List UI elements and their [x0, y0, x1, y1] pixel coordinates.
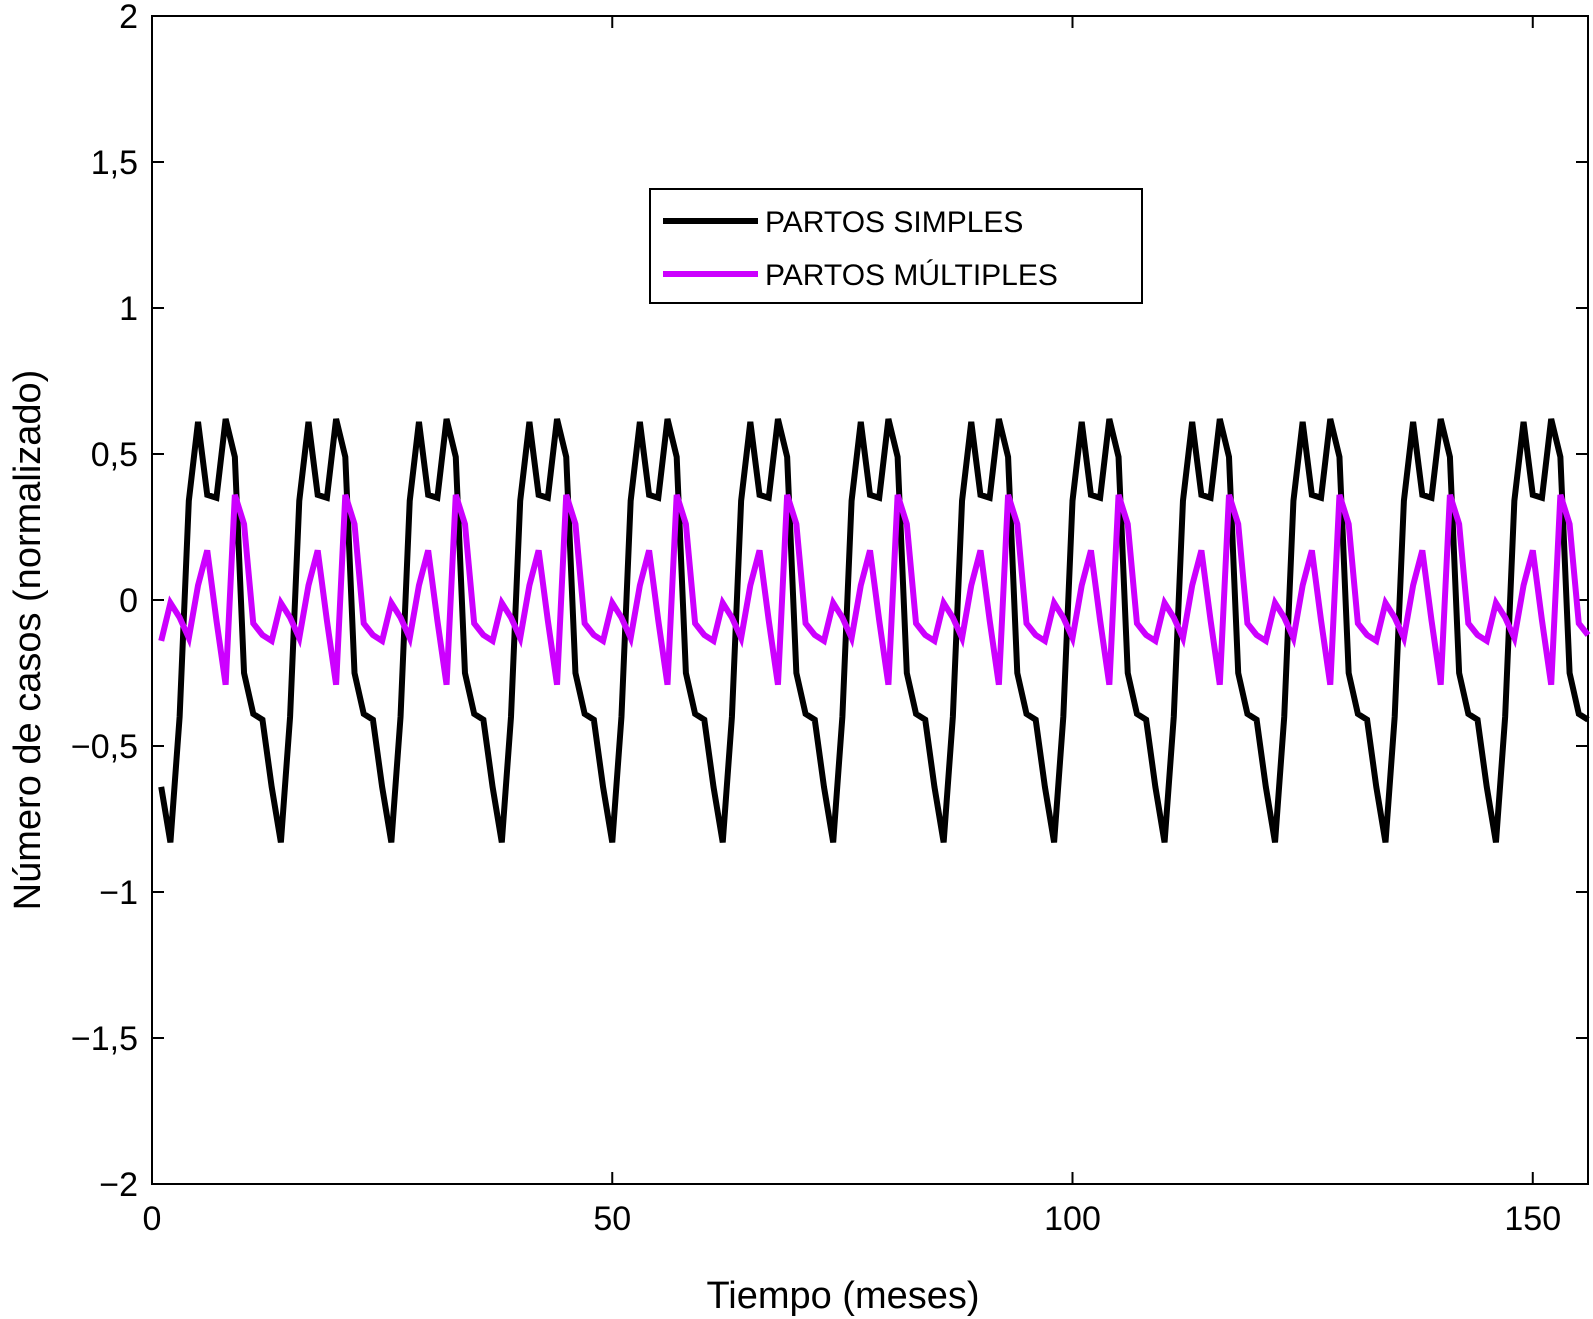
legend-box	[649, 188, 1143, 304]
y-tick-label: 1	[119, 290, 138, 328]
x-tick-label: 50	[593, 1200, 631, 1238]
y-tick-label: −1,5	[71, 1020, 138, 1058]
x-tick-label: 100	[1044, 1200, 1101, 1238]
x-tick-label: 150	[1504, 1200, 1561, 1238]
y-tick-label: 1,5	[91, 144, 138, 182]
y-tick-label: −1	[99, 874, 138, 912]
y-tick-label: −0,5	[71, 728, 138, 766]
x-axis-title: Tiempo (meses)	[706, 1275, 979, 1317]
y-axis-title: Número de casos (normalizado)	[7, 370, 49, 911]
x-tick-label: 0	[143, 1200, 162, 1238]
series-layer	[158, 418, 1591, 843]
y-tick-label: 0,5	[91, 436, 138, 474]
y-tick-label: −2	[99, 1166, 138, 1204]
legend-label-partos-multiples: PARTOS MÚLTIPLES	[765, 259, 1058, 292]
legend-label-partos-simples: PARTOS SIMPLES	[765, 206, 1023, 239]
y-tick-label: 2	[119, 0, 138, 36]
y-tick-label: 0	[119, 582, 138, 620]
series-line-partos-multiples	[158, 493, 1591, 686]
axis-ticks: 0 50 100 150 2 1,5 1 0,5 0 −0,5 −1 −1,5 −2	[71, 0, 1588, 1238]
series-line-partos-simples	[158, 418, 1590, 843]
legend: PARTOS SIMPLES PARTOS MÚLTIPLES	[649, 188, 1143, 304]
